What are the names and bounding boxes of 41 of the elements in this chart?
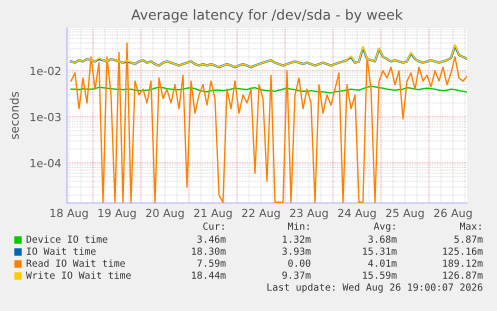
line-series xyxy=(70,86,467,94)
text: 18.44m xyxy=(192,271,226,279)
legend-label: IO Wait time xyxy=(26,247,96,255)
x-tick-label: 24 Aug xyxy=(338,208,376,220)
text: 125.16m xyxy=(443,247,483,255)
x-tick-label: 19 Aug xyxy=(98,208,136,220)
y-axis-title: seconds xyxy=(10,92,19,139)
x-tick-label: 18 Aug xyxy=(50,208,88,220)
x-tick-label: 23 Aug xyxy=(290,208,328,220)
y-tick-label: 1e-03 xyxy=(30,112,61,122)
text: 3.68m xyxy=(368,235,397,243)
text: 9.37m xyxy=(282,271,311,279)
chart-title: Average latency for /dev/sda - by week xyxy=(131,9,403,23)
text: 3.46m xyxy=(197,235,226,243)
text: 0.00 xyxy=(288,259,310,267)
text: Cur: xyxy=(203,222,224,230)
x-tick-label: 21 Aug xyxy=(194,208,232,220)
x-tick-label: 22 Aug xyxy=(242,208,280,220)
x-tick-label: 26 Aug xyxy=(434,208,472,220)
text: Last update: Wed Aug 26 19:00:07 2026 xyxy=(267,283,482,293)
y-tick-label: 1e-04 xyxy=(30,158,61,168)
text: 189.12m xyxy=(443,259,483,267)
text: 1.32m xyxy=(282,235,311,243)
text: 7.59m xyxy=(197,259,226,267)
line-series xyxy=(70,42,467,203)
text: 5.87m xyxy=(454,235,483,243)
x-tick-label: 20 Aug xyxy=(146,208,184,220)
legend-label: Read IO Wait time xyxy=(26,259,125,267)
text: 126.87m xyxy=(443,271,483,279)
y-tick-label: 1e-02 xyxy=(30,66,60,76)
x-tick-label: 25 Aug xyxy=(386,208,424,220)
text: 3.93m xyxy=(282,247,311,255)
text: 18.30m xyxy=(192,247,226,255)
legend-label: Device IO time xyxy=(26,235,108,243)
text: Max: xyxy=(460,222,481,230)
text: 15.59m xyxy=(363,271,397,279)
text: 4.01m xyxy=(368,259,397,267)
legend-label: Write IO Wait time xyxy=(26,271,131,279)
text: Avg: xyxy=(374,222,395,232)
text: 15.31m xyxy=(363,247,397,255)
text: Min: xyxy=(288,222,309,230)
